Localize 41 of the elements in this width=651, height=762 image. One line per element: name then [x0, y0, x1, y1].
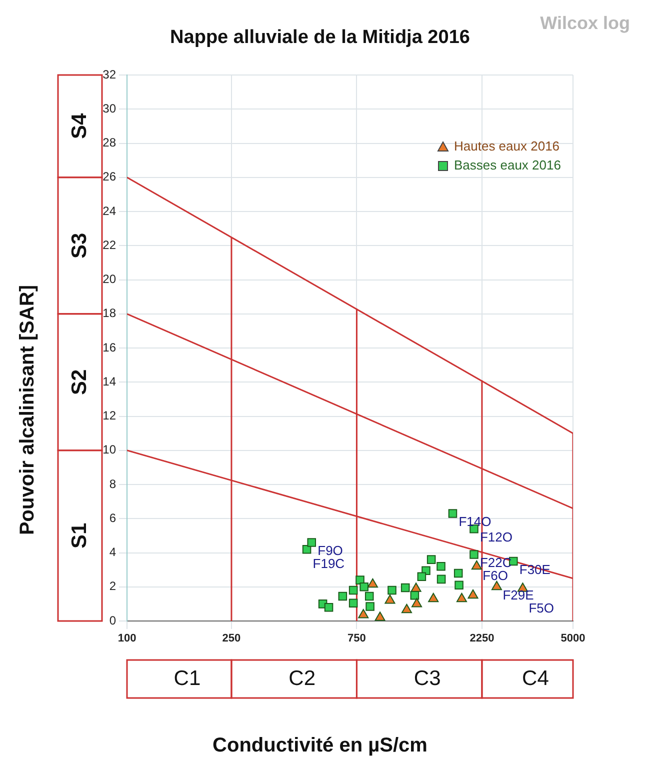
- y-tick-label: 24: [102, 204, 116, 218]
- y-tick-label: 6: [109, 510, 116, 525]
- y-tick-label: 18: [102, 306, 116, 320]
- annotation: F5O: [528, 600, 554, 616]
- text: C3: [414, 666, 441, 690]
- y-tick-label: 28: [102, 136, 116, 150]
- x-tick-label: 750: [348, 632, 366, 645]
- text: C4: [522, 666, 550, 690]
- y-tick-label: 2: [109, 579, 116, 594]
- text: S1: [68, 522, 91, 549]
- text: S2: [68, 369, 91, 395]
- y-tick-label: 8: [109, 476, 116, 491]
- annotation: F19C: [312, 556, 345, 572]
- y-axis-title: Pouvoir alcalinisant [SAR]: [16, 284, 39, 536]
- y-tick-label: 4: [109, 545, 116, 560]
- legend-label: Hautes eaux 2016: [454, 138, 560, 154]
- y-tick-label: 10: [102, 442, 116, 457]
- y-tick-label: 0: [109, 613, 116, 628]
- x-tick-label: 100: [118, 632, 136, 645]
- annotation: F29E: [502, 587, 534, 602]
- chart-title: Nappe alluviale de la Mitidja 2016: [170, 27, 470, 48]
- text: Wilcox log: [540, 12, 630, 33]
- y-tick-label: 32: [102, 67, 116, 82]
- y-tick-label: 12: [102, 408, 116, 423]
- y-tick-label: 30: [102, 101, 116, 116]
- x-tick-label: 250: [222, 632, 241, 645]
- text: S3: [68, 232, 91, 258]
- text: C1: [174, 666, 201, 690]
- legend-label: Basses eaux 2016: [454, 158, 561, 173]
- y-tick-label: 16: [102, 340, 116, 354]
- text: S4: [68, 113, 91, 140]
- y-tick-label: 22: [102, 238, 116, 252]
- y-tick-label: 20: [102, 272, 116, 286]
- annotation: F9O: [318, 543, 343, 558]
- x-tick-label: 2250: [470, 632, 494, 645]
- x-tick-label: 5000: [560, 632, 586, 645]
- text: C2: [288, 666, 316, 690]
- annotation: F6O: [482, 568, 508, 584]
- y-tick-label: 14: [102, 374, 116, 388]
- y-tick-label: 26: [102, 170, 116, 184]
- x-axis-title: Conductivité en µS/cm: [212, 734, 428, 757]
